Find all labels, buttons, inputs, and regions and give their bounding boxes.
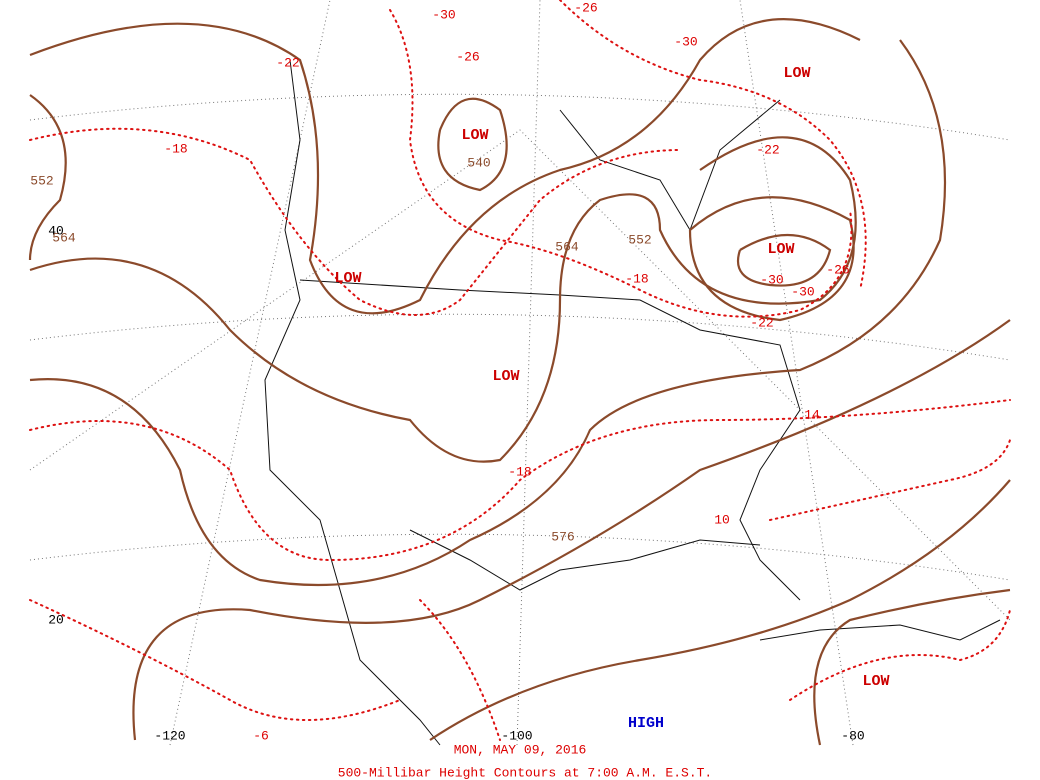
low-label: LOW bbox=[767, 241, 794, 258]
temperature-contour bbox=[789, 609, 1011, 701]
height-label: 576 bbox=[551, 529, 574, 544]
high-label: HIGH bbox=[628, 715, 664, 732]
temperature-label: -30 bbox=[791, 284, 814, 299]
temperature-label: 10 bbox=[714, 512, 730, 527]
temperature-label: -18 bbox=[508, 464, 531, 479]
longitude-line bbox=[29, 129, 1011, 621]
coastline bbox=[264, 59, 441, 746]
temperature-contour bbox=[29, 399, 1011, 562]
temperature-contour bbox=[769, 439, 1011, 521]
temperature-label: -22 bbox=[756, 142, 779, 157]
height-contour bbox=[429, 479, 1011, 741]
temperature-label: 14 bbox=[804, 407, 820, 422]
temperature-label: -6 bbox=[253, 728, 269, 743]
height-label: 564 bbox=[555, 239, 579, 254]
boundaries bbox=[264, 59, 1001, 746]
low-label: LOW bbox=[862, 673, 889, 690]
temperature-label: -26 bbox=[456, 49, 479, 64]
low-label: LOW bbox=[492, 368, 519, 385]
temperature-label: -26 bbox=[574, 0, 597, 15]
height-label: 540 bbox=[467, 155, 490, 170]
coastline bbox=[559, 99, 781, 232]
temperature-contour bbox=[389, 9, 853, 318]
coastline bbox=[409, 529, 761, 591]
height-contour bbox=[29, 39, 947, 587]
temperature-contours bbox=[29, 0, 1011, 741]
islands bbox=[759, 619, 1001, 641]
low-label: LOW bbox=[783, 65, 810, 82]
labels: LOW LOW LOW LOW LOW LOW HIGH 552 540 564… bbox=[30, 0, 889, 780]
low-label: LOW bbox=[334, 270, 361, 287]
low-label: LOW bbox=[461, 127, 488, 144]
longitude-line bbox=[739, 0, 854, 746]
height-contour bbox=[132, 319, 1011, 741]
height-contour bbox=[813, 588, 1011, 746]
temperature-label: -22 bbox=[276, 55, 299, 70]
height-label: 552 bbox=[30, 173, 53, 188]
height-contour bbox=[28, 94, 67, 261]
temperature-label: -18 bbox=[625, 271, 648, 286]
height-contour bbox=[688, 196, 855, 322]
longitude-label: -120 bbox=[154, 728, 185, 743]
height-contour bbox=[29, 18, 861, 315]
longitude-label: -80 bbox=[841, 728, 864, 743]
height-label: 552 bbox=[628, 232, 651, 247]
latitude-label: 40 bbox=[48, 223, 64, 238]
temperature-label: -30 bbox=[432, 7, 455, 22]
height-label: 564 bbox=[52, 230, 76, 245]
height-contours bbox=[28, 18, 1011, 746]
map-title: 500-Millibar Height Contours at 7:00 A.M… bbox=[338, 765, 712, 780]
height-contour bbox=[737, 234, 832, 287]
temperature-label: -22 bbox=[750, 315, 773, 330]
temperature-label: -30 bbox=[674, 34, 697, 49]
height-contour bbox=[437, 97, 508, 192]
map-date: MON, MAY 09, 2016 bbox=[454, 742, 587, 757]
latitude-label: 20 bbox=[48, 612, 64, 627]
temperature-label: -26 bbox=[826, 262, 849, 277]
temperature-label: -18 bbox=[164, 141, 187, 156]
temperature-contour bbox=[29, 599, 401, 721]
longitude-line bbox=[169, 0, 331, 746]
temperature-contour bbox=[559, 0, 867, 291]
temperature-contour bbox=[29, 127, 681, 316]
temperature-label: -30 bbox=[760, 272, 783, 287]
coastline bbox=[299, 279, 801, 601]
longitude-line bbox=[516, 0, 541, 746]
graticule bbox=[29, 0, 1011, 746]
longitude-label: -100 bbox=[501, 728, 532, 743]
